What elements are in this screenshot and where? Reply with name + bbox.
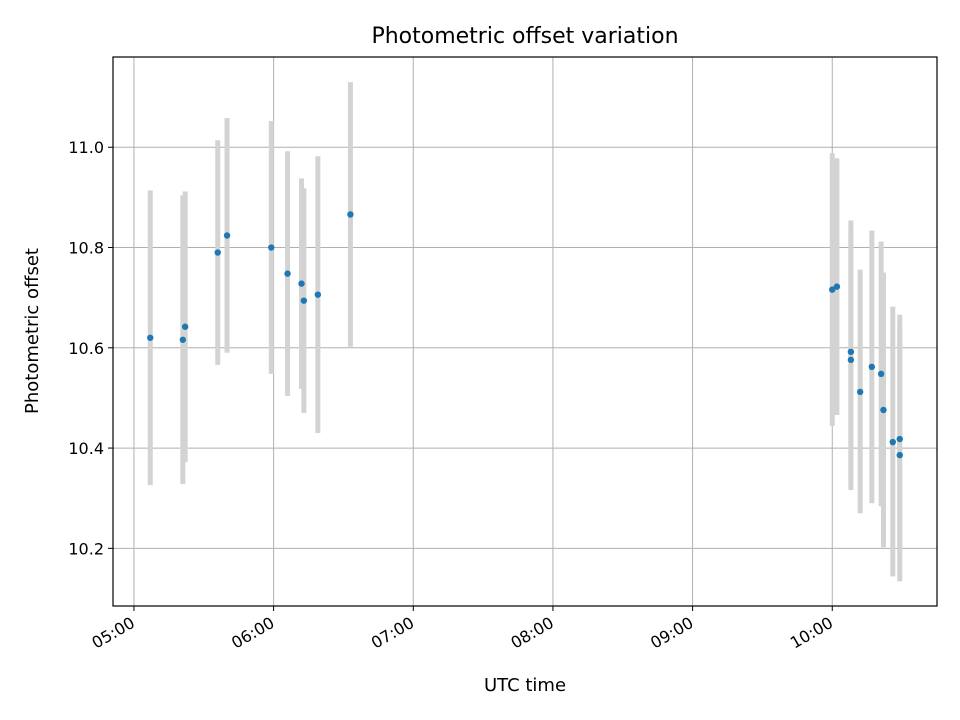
data-point bbox=[268, 244, 275, 251]
data-point bbox=[889, 438, 896, 446]
x-tick-label: 08:00 bbox=[508, 613, 557, 653]
x-axis-label: UTC time bbox=[484, 675, 566, 696]
data-point bbox=[877, 370, 885, 378]
data-point bbox=[147, 334, 154, 341]
data-points bbox=[147, 211, 903, 459]
y-tick-label: 10.8 bbox=[68, 239, 104, 258]
data-point bbox=[223, 232, 231, 239]
x-tick-label: 06:00 bbox=[228, 613, 277, 653]
y-tick-label: 11.0 bbox=[68, 138, 104, 157]
y-axis-ticks: 10.2 10.4 10.6 10.8 11.0 bbox=[68, 138, 113, 558]
grid bbox=[113, 57, 937, 606]
data-point bbox=[298, 280, 305, 287]
y-tick-label: 10.2 bbox=[68, 539, 104, 558]
data-point bbox=[856, 388, 864, 396]
plot-frame bbox=[112, 56, 938, 607]
x-tick-label: 07:00 bbox=[368, 613, 417, 653]
data-point bbox=[847, 356, 855, 364]
data-point bbox=[347, 211, 354, 218]
data-point bbox=[829, 286, 836, 293]
x-tick-label: 05:00 bbox=[89, 613, 138, 653]
data-point bbox=[179, 336, 187, 343]
x-axis-ticks: 05:00 06:00 07:00 08:00 09:00 10:00 bbox=[89, 606, 836, 653]
x-tick-label: 09:00 bbox=[647, 613, 696, 653]
data-point bbox=[896, 451, 903, 459]
data-point bbox=[314, 291, 322, 298]
chart-title: Photometric offset variation bbox=[371, 24, 678, 49]
y-tick-label: 10.4 bbox=[68, 439, 104, 458]
error-bars bbox=[147, 82, 903, 582]
data-point bbox=[880, 406, 887, 414]
data-point bbox=[896, 435, 903, 443]
data-point bbox=[868, 363, 876, 371]
data-point bbox=[284, 270, 291, 277]
data-point bbox=[300, 297, 308, 304]
y-tick-label: 10.6 bbox=[68, 339, 104, 358]
data-point bbox=[833, 283, 841, 290]
data-point bbox=[847, 348, 855, 356]
data-point bbox=[214, 249, 221, 256]
y-axis-label: Photometric offset bbox=[22, 248, 43, 414]
x-tick-label: 10:00 bbox=[787, 613, 836, 653]
data-point bbox=[181, 323, 189, 330]
